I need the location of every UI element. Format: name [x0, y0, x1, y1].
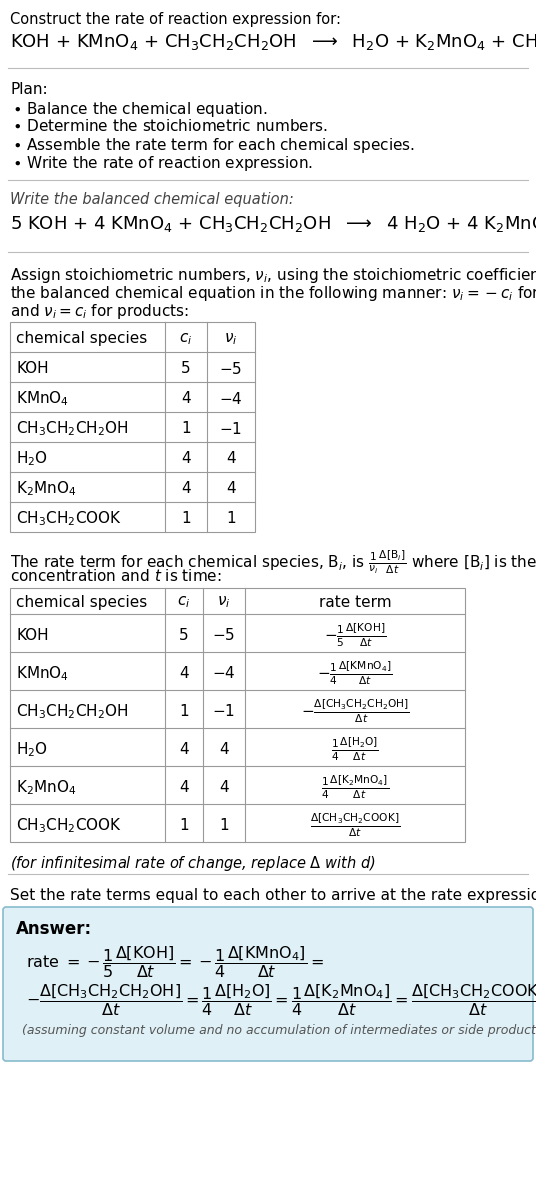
Text: KMnO$_4$: KMnO$_4$: [16, 664, 69, 683]
Text: KOH: KOH: [16, 627, 49, 643]
Text: $-\frac{1}{5}\frac{\Delta[\mathrm{KOH}]}{\Delta t}$: $-\frac{1}{5}\frac{\Delta[\mathrm{KOH}]}…: [324, 621, 386, 649]
Text: 5: 5: [181, 362, 191, 376]
Text: Plan:: Plan:: [10, 82, 48, 97]
Text: $\frac{\Delta[\mathrm{CH_3CH_2COOK}]}{\Delta t}$: $\frac{\Delta[\mathrm{CH_3CH_2COOK}]}{\D…: [310, 811, 400, 839]
Text: K$_2$MnO$_4$: K$_2$MnO$_4$: [16, 480, 77, 498]
Text: chemical species: chemical species: [16, 332, 147, 346]
Text: 1: 1: [181, 421, 191, 436]
Text: H$_2$O: H$_2$O: [16, 740, 48, 758]
Bar: [10, 322, 255, 532]
Text: $-\frac{\Delta[\mathrm{CH_3CH_2CH_2OH}]}{\Delta t}$: $-\frac{\Delta[\mathrm{CH_3CH_2CH_2OH}]}…: [301, 697, 410, 725]
Text: 4: 4: [181, 392, 191, 406]
Text: $\nu_i$: $\nu_i$: [217, 595, 230, 611]
Text: K$_2$MnO$_4$: K$_2$MnO$_4$: [16, 778, 77, 797]
Text: 5: 5: [179, 627, 189, 643]
Text: Construct the rate of reaction expression for:: Construct the rate of reaction expressio…: [10, 12, 341, 26]
Text: $-\dfrac{\Delta[\mathrm{CH_3CH_2CH_2OH}]}{\Delta t} = \dfrac{1}{4}\dfrac{\Delta[: $-\dfrac{\Delta[\mathrm{CH_3CH_2CH_2OH}]…: [26, 982, 536, 1018]
Text: the balanced chemical equation in the following manner: $\nu_i = -c_i$ for react: the balanced chemical equation in the fo…: [10, 284, 536, 303]
Text: 4: 4: [179, 666, 189, 680]
Text: Write the balanced chemical equation:: Write the balanced chemical equation:: [10, 192, 294, 207]
Text: 4: 4: [181, 481, 191, 496]
Text: $-1$: $-1$: [219, 421, 242, 436]
Text: $\bullet$ Write the rate of reaction expression.: $\bullet$ Write the rate of reaction exp…: [12, 154, 313, 173]
Text: Answer:: Answer:: [16, 920, 92, 938]
Text: 4: 4: [179, 742, 189, 757]
Text: Set the rate terms equal to each other to arrive at the rate expression:: Set the rate terms equal to each other t…: [10, 888, 536, 903]
Text: concentration and $t$ is time:: concentration and $t$ is time:: [10, 569, 222, 584]
Text: The rate term for each chemical species, B$_i$, is $\frac{1}{\nu_i}\frac{\Delta[: The rate term for each chemical species,…: [10, 548, 536, 576]
Text: KMnO$_4$: KMnO$_4$: [16, 389, 69, 409]
Text: rate term: rate term: [319, 595, 391, 611]
Text: 4: 4: [219, 742, 229, 757]
Text: CH$_3$CH$_2$CH$_2$OH: CH$_3$CH$_2$CH$_2$OH: [16, 419, 129, 439]
Text: $\frac{1}{4}\frac{\Delta[\mathrm{H_2O}]}{\Delta t}$: $\frac{1}{4}\frac{\Delta[\mathrm{H_2O}]}…: [331, 736, 379, 763]
Text: 1: 1: [226, 511, 236, 526]
Text: $\bullet$ Determine the stoichiometric numbers.: $\bullet$ Determine the stoichiometric n…: [12, 118, 328, 133]
Text: 1: 1: [219, 817, 229, 833]
Text: $-4$: $-4$: [219, 391, 243, 406]
Text: and $\nu_i = c_i$ for products:: and $\nu_i = c_i$ for products:: [10, 302, 189, 321]
Text: 1: 1: [179, 817, 189, 833]
Text: $-4$: $-4$: [212, 665, 236, 682]
Text: KOH + KMnO$_4$ + CH$_3$CH$_2$CH$_2$OH  $\longrightarrow$  H$_2$O + K$_2$MnO$_4$ : KOH + KMnO$_4$ + CH$_3$CH$_2$CH$_2$OH $\…: [10, 32, 536, 52]
Text: CH$_3$CH$_2$COOK: CH$_3$CH$_2$COOK: [16, 816, 122, 834]
FancyBboxPatch shape: [3, 908, 533, 1061]
Text: 4: 4: [179, 780, 189, 795]
Text: $c_i$: $c_i$: [180, 331, 192, 346]
Text: $-1$: $-1$: [212, 703, 235, 719]
Text: $-5$: $-5$: [212, 627, 235, 643]
Text: 4: 4: [226, 481, 236, 496]
Text: chemical species: chemical species: [16, 595, 147, 611]
Text: KOH: KOH: [16, 362, 49, 376]
Text: (assuming constant volume and no accumulation of intermediates or side products): (assuming constant volume and no accumul…: [22, 1024, 536, 1037]
Text: $c_i$: $c_i$: [177, 595, 191, 611]
Bar: [10, 588, 465, 841]
Text: rate $= -\dfrac{1}{5}\dfrac{\Delta[\mathrm{KOH}]}{\Delta t} = -\dfrac{1}{4}\dfra: rate $= -\dfrac{1}{5}\dfrac{\Delta[\math…: [26, 944, 324, 980]
Text: $-\frac{1}{4}\frac{\Delta[\mathrm{KMnO_4}]}{\Delta t}$: $-\frac{1}{4}\frac{\Delta[\mathrm{KMnO_4…: [317, 660, 393, 688]
Text: CH$_3$CH$_2$CH$_2$OH: CH$_3$CH$_2$CH$_2$OH: [16, 702, 129, 721]
Text: 1: 1: [179, 704, 189, 719]
Text: $\nu_i$: $\nu_i$: [224, 331, 237, 346]
Text: $\bullet$ Balance the chemical equation.: $\bullet$ Balance the chemical equation.: [12, 100, 268, 119]
Text: H$_2$O: H$_2$O: [16, 450, 48, 468]
Text: $-5$: $-5$: [219, 361, 243, 376]
Text: CH$_3$CH$_2$COOK: CH$_3$CH$_2$COOK: [16, 510, 122, 528]
Text: 4: 4: [181, 451, 191, 466]
Text: Assign stoichiometric numbers, $\nu_i$, using the stoichiometric coefficients, $: Assign stoichiometric numbers, $\nu_i$, …: [10, 266, 536, 285]
Text: 1: 1: [181, 511, 191, 526]
Text: 4: 4: [219, 780, 229, 795]
Text: 5 KOH + 4 KMnO$_4$ + CH$_3$CH$_2$CH$_2$OH  $\longrightarrow$  4 H$_2$O + 4 K$_2$: 5 KOH + 4 KMnO$_4$ + CH$_3$CH$_2$CH$_2$O…: [10, 214, 536, 234]
Text: (for infinitesimal rate of change, replace $\Delta$ with $d$): (for infinitesimal rate of change, repla…: [10, 853, 376, 873]
Text: 4: 4: [226, 451, 236, 466]
Text: $\bullet$ Assemble the rate term for each chemical species.: $\bullet$ Assemble the rate term for eac…: [12, 136, 415, 155]
Text: $\frac{1}{4}\frac{\Delta[\mathrm{K_2MnO_4}]}{\Delta t}$: $\frac{1}{4}\frac{\Delta[\mathrm{K_2MnO_…: [321, 773, 389, 801]
